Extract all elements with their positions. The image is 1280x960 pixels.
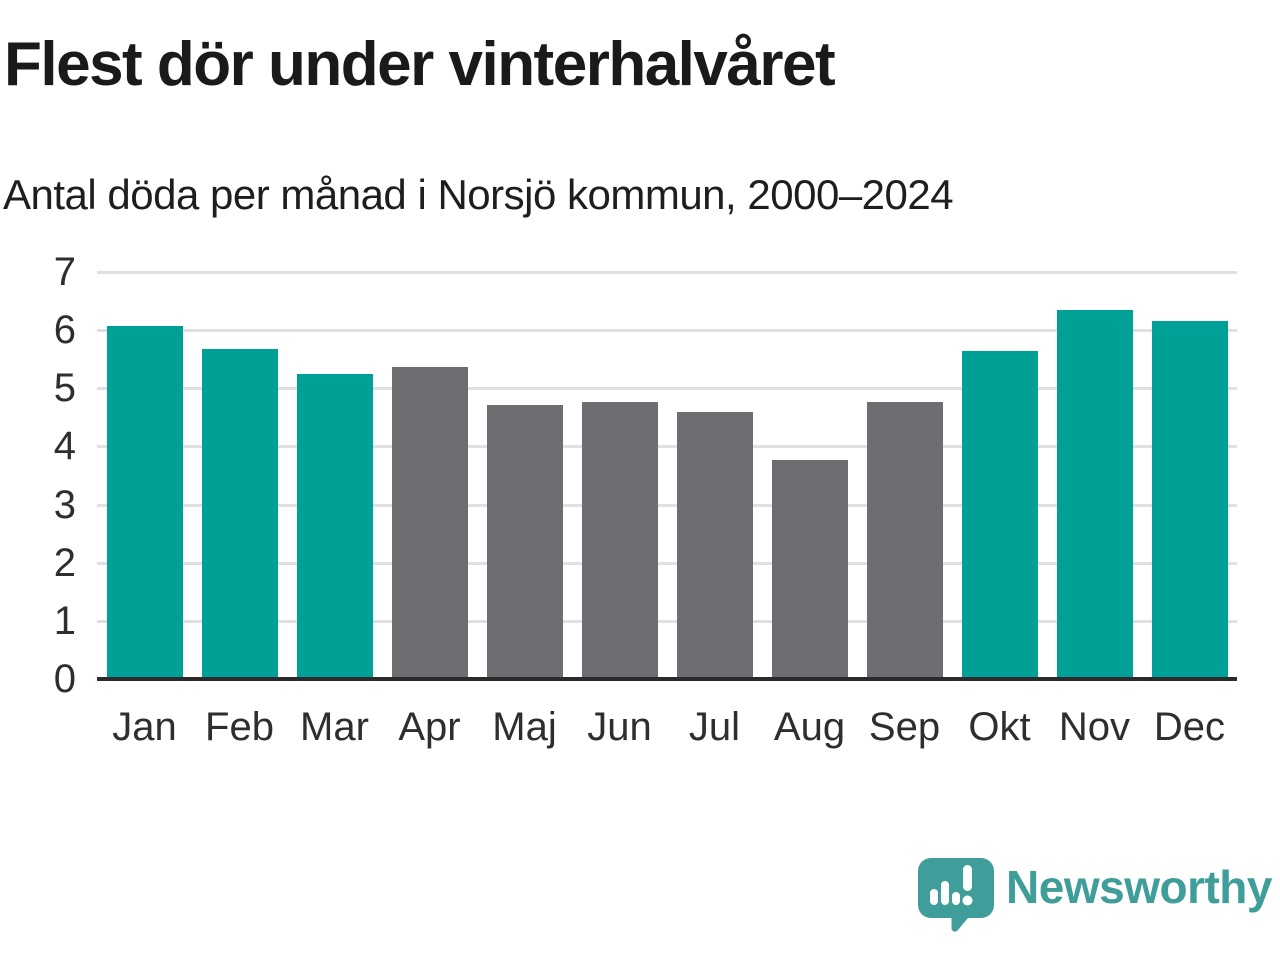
x-tick-label-feb: Feb bbox=[205, 705, 274, 749]
y-tick-label-6: 6 bbox=[53, 308, 76, 353]
gridline-y5 bbox=[97, 387, 1237, 391]
x-tick-label-aug: Aug bbox=[773, 705, 846, 749]
logo-exclamation-bar bbox=[963, 865, 973, 891]
bar-dec bbox=[1151, 320, 1228, 679]
x-axis-line bbox=[97, 677, 1237, 681]
x-tick-label-jun: Jun bbox=[587, 705, 652, 749]
y-tick-label-0: 0 bbox=[53, 657, 76, 701]
bar-aug bbox=[771, 459, 848, 679]
bar-jun bbox=[581, 401, 658, 679]
x-axis-labels: Jan Feb Mar Apr Maj Jun Jul Aug Sep Okt Nov Dec bbox=[97, 703, 1237, 755]
x-tick-label-mar: Mar bbox=[300, 705, 369, 749]
gridline-y4 bbox=[97, 445, 1237, 449]
bar-mar bbox=[296, 373, 373, 679]
gridline-y3 bbox=[97, 503, 1237, 507]
plot-area bbox=[97, 271, 1237, 681]
y-tick-label-3: 3 bbox=[53, 482, 76, 527]
logo-bar-tall bbox=[941, 881, 950, 905]
y-tick-label-7: 7 bbox=[53, 250, 76, 294]
bar-jan bbox=[106, 325, 183, 679]
newsworthy-logo: Newsworthy bbox=[916, 856, 1272, 932]
x-tick-label-maj: Maj bbox=[492, 705, 557, 749]
logo-exclamation-dot bbox=[962, 895, 973, 906]
bar-maj bbox=[486, 404, 563, 679]
logo-bar-medium bbox=[952, 892, 961, 905]
newsworthy-logo-icon bbox=[918, 858, 995, 932]
x-tick-label-okt: Okt bbox=[968, 705, 1031, 749]
x-tick-label-dec: Dec bbox=[1153, 705, 1226, 749]
bar-jul bbox=[676, 411, 753, 679]
x-tick-label-nov: Nov bbox=[1058, 705, 1131, 749]
bar-feb bbox=[201, 349, 278, 679]
x-tick-label-jan: Jan bbox=[112, 705, 177, 749]
x-tick-label-jul: Jul bbox=[688, 705, 741, 749]
bar-sep bbox=[866, 401, 943, 679]
y-tick-label-1: 1 bbox=[53, 598, 76, 643]
gridline-y2 bbox=[97, 561, 1237, 565]
bar-nov bbox=[1056, 309, 1133, 679]
gridline-y6 bbox=[97, 329, 1237, 333]
y-axis-labels: 0 1 2 3 4 5 6 7 bbox=[0, 252, 76, 699]
x-tick-label-apr: Apr bbox=[398, 705, 461, 749]
logo-bar-small bbox=[930, 889, 939, 905]
chart-subtitle: Antal döda per månad i Norsjö kommun, 20… bbox=[3, 171, 954, 218]
newsworthy-brand-text: Newsworthy bbox=[1006, 861, 1272, 913]
y-tick-label-2: 2 bbox=[53, 540, 76, 585]
bar-okt bbox=[961, 351, 1038, 679]
bar-apr bbox=[391, 367, 468, 679]
gridline-y1 bbox=[97, 619, 1237, 623]
chart-title: Flest dör under vinterhalvåret bbox=[4, 30, 836, 99]
x-tick-label-sep: Sep bbox=[868, 705, 941, 749]
gridline-y7 bbox=[97, 271, 1237, 274]
y-tick-label-5: 5 bbox=[53, 366, 76, 411]
y-tick-label-4: 4 bbox=[53, 424, 76, 469]
